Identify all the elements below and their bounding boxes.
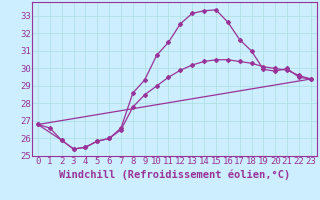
X-axis label: Windchill (Refroidissement éolien,°C): Windchill (Refroidissement éolien,°C) <box>59 169 290 180</box>
